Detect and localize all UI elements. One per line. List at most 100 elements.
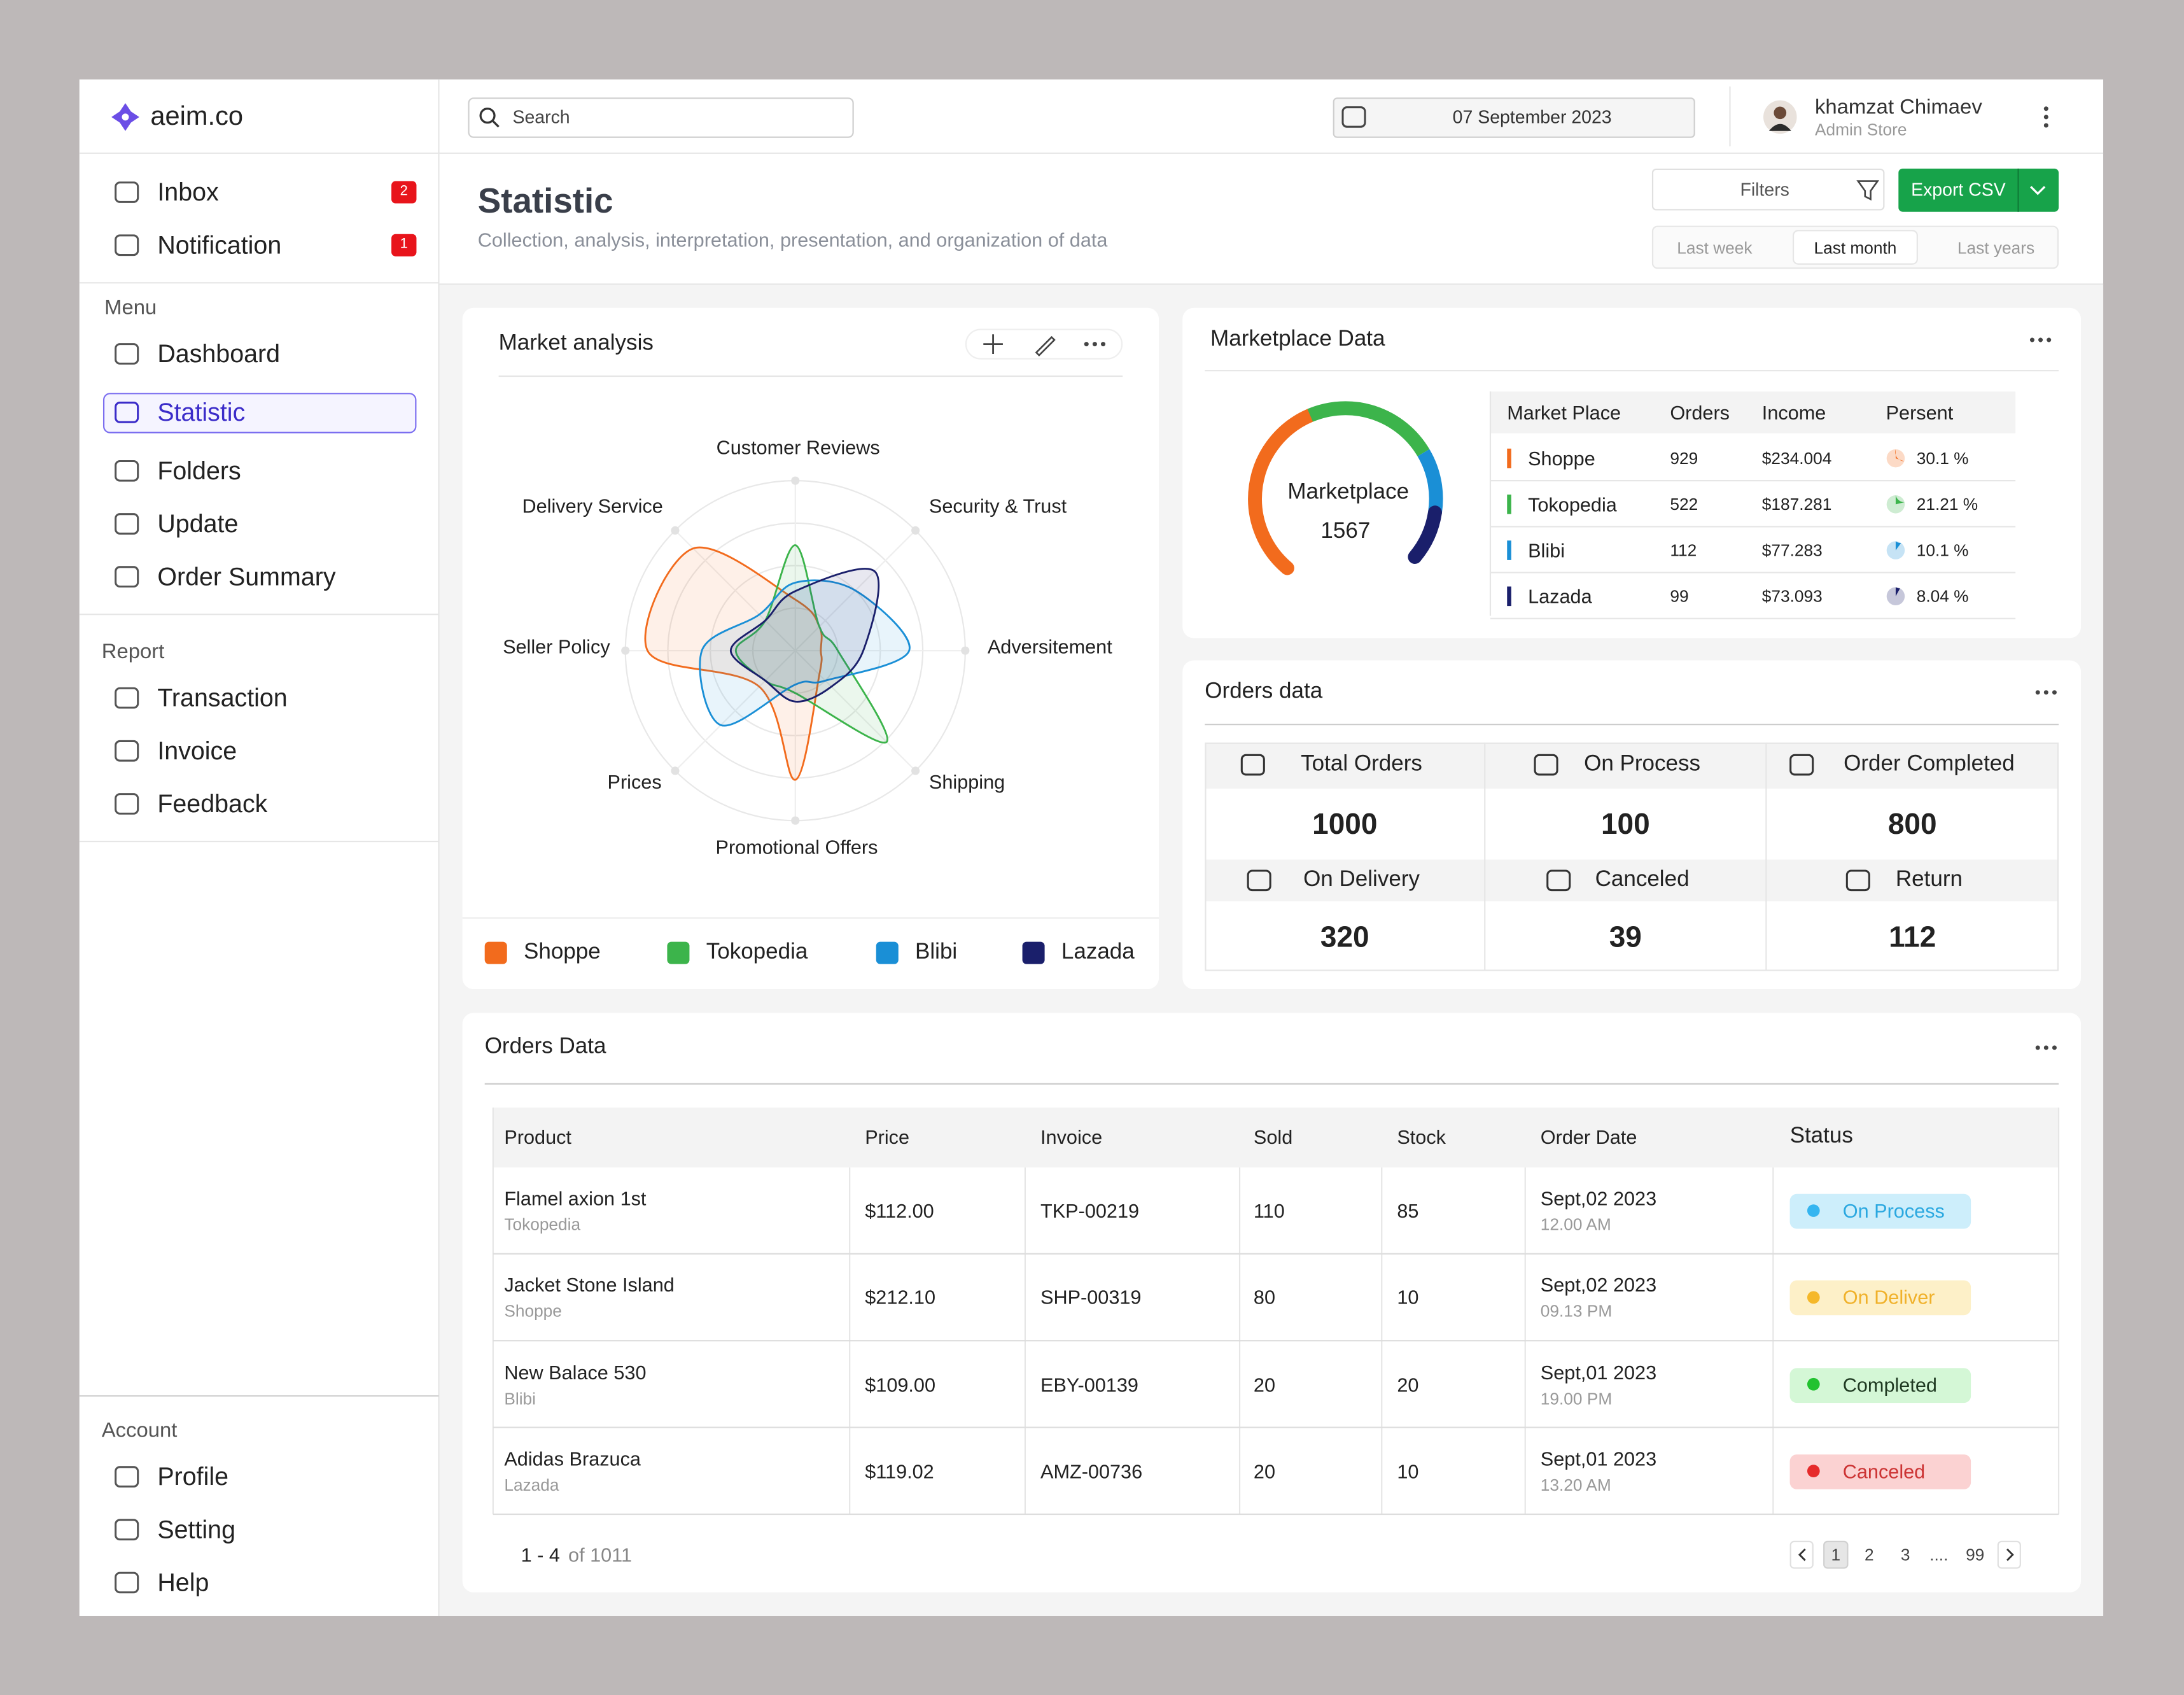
filters-label[interactable]: Filters	[1740, 179, 1789, 200]
logo-dot	[122, 113, 129, 121]
nav-item[interactable]: Dashboard	[157, 340, 281, 368]
stat-label: On Delivery	[1303, 868, 1420, 892]
menu-icon	[2043, 123, 2048, 128]
legend-swatch	[1022, 941, 1045, 964]
page-button[interactable]	[1789, 1540, 1814, 1569]
filters-button[interactable]	[1651, 168, 1885, 211]
radar-axis-label: Adversitement	[987, 635, 1112, 658]
icon	[115, 740, 139, 762]
more-icon	[2043, 1045, 2048, 1050]
radar-axis-label: Delivery Service	[522, 495, 663, 517]
gauge-segment	[1248, 408, 1317, 575]
marketplace-income: $187.281	[1761, 495, 1832, 514]
more-icon	[2047, 337, 2052, 342]
sold: 110	[1253, 1199, 1285, 1222]
radar-node	[621, 646, 630, 655]
avatar-head	[1774, 106, 1787, 120]
radar-axis-label: Prices	[607, 770, 662, 793]
nav-item[interactable]: Folders	[157, 456, 241, 485]
status-pill	[1789, 1454, 1971, 1489]
nav-item[interactable]: Inbox	[157, 178, 219, 206]
icon	[115, 793, 139, 815]
page-subtitle: Collection, analysis, interpretation, pr…	[477, 228, 1108, 251]
nav-item[interactable]: Order Summary	[157, 563, 336, 591]
period-option[interactable]: Last week	[1677, 238, 1753, 258]
radar-node	[911, 766, 920, 775]
table-header	[1490, 391, 2016, 433]
gauge-segment	[1417, 449, 1443, 514]
period-option[interactable]: Last years	[1957, 238, 2035, 258]
badge	[391, 234, 417, 257]
icon	[1546, 869, 1571, 892]
stat-header	[1205, 742, 2059, 789]
date-box[interactable]	[1333, 97, 1695, 138]
period-option[interactable]: Last month	[1814, 238, 1897, 258]
nav-item[interactable]: Invoice	[157, 736, 237, 765]
page-active	[1823, 1540, 1849, 1569]
menu-icon	[2043, 106, 2048, 111]
page-number[interactable]: 3	[1900, 1545, 1910, 1565]
column-header: Invoice	[1040, 1125, 1103, 1148]
stat-value: 39	[1609, 921, 1642, 954]
nav-item[interactable]: Help	[157, 1568, 209, 1597]
invoice: TKP-00219	[1040, 1199, 1140, 1222]
icon	[115, 513, 139, 535]
order-time: 19.00 PM	[1540, 1388, 1613, 1408]
marketplace-name: Tokopedia	[1528, 493, 1617, 516]
column-header: Product	[504, 1125, 571, 1148]
nav-item[interactable]: Transaction	[157, 684, 288, 712]
export-label[interactable]: Export CSV	[1911, 179, 2006, 200]
search-icon	[479, 108, 496, 124]
legend-label: Shoppe	[523, 940, 601, 964]
row-color	[1507, 540, 1511, 560]
section-title: Report	[101, 640, 165, 664]
product-name: Adidas Brazuca	[504, 1447, 641, 1470]
legend-swatch	[484, 941, 507, 964]
edit-icon	[1035, 335, 1056, 356]
page-number[interactable]: 99	[1966, 1545, 1985, 1565]
stat-label: On Process	[1584, 752, 1701, 777]
sold: 80	[1253, 1286, 1275, 1309]
sold: 20	[1253, 1459, 1275, 1482]
nav-item[interactable]: Notification	[157, 231, 282, 260]
nav-item[interactable]: Setting	[157, 1516, 236, 1544]
radar-axis-label: Security & Trust	[928, 495, 1067, 517]
more-icon	[1092, 342, 1097, 347]
icon	[115, 343, 139, 365]
nav-item[interactable]: Feedback	[157, 790, 268, 818]
search-box[interactable]	[468, 97, 854, 138]
page-button[interactable]	[1997, 1540, 2021, 1569]
brand-name: aeim.co	[150, 102, 244, 132]
column-header: Market Place	[1507, 401, 1621, 424]
page-number[interactable]: ....	[1929, 1545, 1949, 1565]
more-icon	[2043, 690, 2048, 695]
nav-item[interactable]: Update	[157, 510, 239, 538]
gauge-total: 1567	[1320, 519, 1371, 544]
page-number[interactable]: 1	[1831, 1545, 1841, 1565]
column-header: Persent	[1886, 401, 1954, 424]
marketplace-orders: 929	[1670, 448, 1698, 468]
stat-value: 112	[1889, 921, 1936, 954]
legend-label: Tokopedia	[706, 940, 808, 964]
order-date: Sept,01 2023	[1540, 1360, 1657, 1383]
page-number[interactable]: 2	[1865, 1545, 1874, 1565]
product-store: Blibi	[504, 1388, 536, 1408]
radar-node	[961, 646, 970, 655]
row-color	[1507, 495, 1511, 514]
icon	[115, 1572, 139, 1594]
export-button[interactable]	[1898, 168, 2059, 212]
marketplace-orders: 99	[1670, 586, 1689, 607]
gauge-label: Marketplace	[1287, 481, 1410, 505]
page-title: Statistic	[477, 181, 613, 221]
search-placeholder: Search	[512, 106, 570, 128]
nav-item[interactable]: Profile	[157, 1463, 229, 1491]
price: $109.00	[865, 1373, 936, 1396]
nav-item[interactable]: Statistic	[157, 398, 246, 426]
marketplace-name: Blibi	[1528, 539, 1565, 562]
marketplace-name: Lazada	[1528, 585, 1592, 608]
next-icon	[2006, 1548, 2014, 1561]
search-icon	[492, 120, 500, 128]
more-icon	[2035, 1045, 2040, 1050]
product-name: Jacket Stone Island	[504, 1274, 675, 1297]
